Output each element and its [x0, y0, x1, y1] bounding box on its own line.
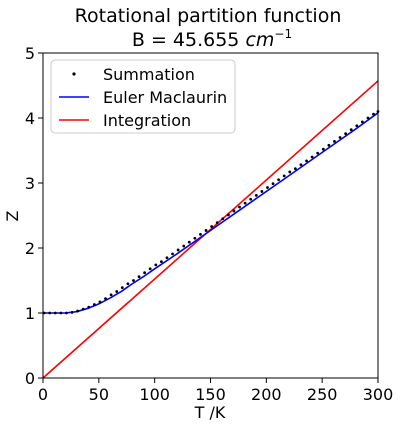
legend-label-euler-maclaurin: Euler Maclaurin [103, 88, 227, 107]
data-point-summation [226, 213, 230, 217]
data-point-summation [243, 201, 247, 205]
data-point-summation [59, 311, 63, 315]
x-tick-label: 250 [307, 385, 338, 404]
data-point-summation [266, 186, 269, 189]
axis-ticks: 0 50 100 150 200 250 300 0 1 2 3 4 5 [25, 44, 393, 404]
data-point-summation [137, 275, 141, 278]
data-point-summation [288, 170, 292, 174]
data-point-summation [53, 311, 57, 315]
data-point-summation [333, 140, 336, 143]
data-point-summation [355, 124, 359, 128]
data-point-summation [215, 221, 219, 225]
data-point-summation [70, 310, 74, 314]
data-point-summation [165, 256, 169, 260]
data-point-summation [132, 279, 135, 282]
data-point-summation [104, 297, 107, 301]
data-point-summation [148, 267, 152, 271]
data-point-summation [349, 128, 353, 132]
data-point-summation [299, 163, 303, 167]
data-point-summation [81, 307, 85, 311]
data-point-summation [366, 116, 370, 120]
chart-title-line2: B = 45.655 cm−1 [132, 27, 292, 51]
data-point-summation [87, 305, 91, 309]
data-point-summation [187, 240, 191, 244]
data-point-summation [193, 236, 197, 240]
data-point-summation [76, 309, 80, 313]
y-tick-label: 5 [25, 44, 35, 63]
data-point-summation [327, 143, 331, 147]
data-point-summation [338, 136, 342, 139]
data-point-summation [271, 182, 275, 186]
data-point-summation [321, 147, 325, 151]
legend-label-summation: Summation [103, 65, 195, 84]
y-tick-label: 1 [25, 304, 35, 323]
data-point-summation [126, 282, 130, 286]
data-point-summation [92, 303, 96, 306]
title-unit-exponent: −1 [274, 27, 292, 41]
data-point-summation [182, 244, 186, 248]
series-line-euler-maclaurin [43, 112, 379, 314]
x-tick-label: 200 [251, 385, 282, 404]
data-point-summation [305, 159, 308, 163]
data-point-summation [65, 311, 68, 315]
data-point-summation [154, 263, 158, 267]
x-tick-label: 50 [89, 385, 109, 404]
y-tick-label: 2 [25, 239, 35, 258]
data-point-summation [232, 209, 236, 213]
data-point-summation [372, 112, 375, 116]
data-point-summation [109, 293, 113, 297]
title-b-value: B = 45.655 [132, 29, 246, 51]
data-point-summation [143, 271, 147, 275]
legend-box [50, 59, 236, 134]
x-tick-label: 0 [38, 385, 48, 404]
plot-frame [42, 52, 379, 379]
data-point-summation [249, 197, 253, 201]
y-tick-label: 4 [25, 109, 35, 128]
data-point-summation [120, 286, 124, 290]
data-point-summation [310, 155, 314, 159]
legend-label-integration: Integration [103, 111, 191, 130]
legend: Summation Euler Maclaurin Integration [50, 59, 236, 134]
data-point-summation [282, 174, 286, 178]
data-point-summation [238, 205, 241, 209]
data-point-summation [260, 190, 264, 193]
data-point-summation [115, 290, 119, 293]
plot-series [42, 80, 380, 379]
data-point-summation [254, 193, 258, 197]
data-point-summation [344, 132, 348, 136]
x-axis-label: T /K [194, 403, 226, 422]
data-point-summation [98, 300, 102, 304]
data-point-summation [204, 229, 208, 232]
chart-title-line1: Rotational partition function [75, 5, 342, 27]
legend-marker-summation [72, 72, 76, 76]
y-axis-label: Z [3, 210, 22, 221]
x-tick-label: 100 [139, 385, 170, 404]
x-tick-label: 300 [363, 385, 394, 404]
data-point-summation [159, 260, 163, 264]
data-point-summation [171, 252, 174, 256]
data-point-summation [221, 217, 225, 221]
title-unit: cm [245, 29, 274, 51]
data-point-summation [48, 311, 52, 315]
data-point-summation [293, 167, 297, 171]
y-tick-label: 0 [25, 369, 35, 388]
data-point-summation [277, 178, 281, 182]
data-point-summation [210, 225, 214, 228]
data-point-summation [199, 232, 202, 236]
data-point-summation [176, 248, 180, 252]
data-point-summation [316, 151, 320, 155]
x-tick-label: 150 [195, 385, 226, 404]
data-point-summation [360, 120, 364, 124]
y-tick-label: 3 [25, 174, 35, 193]
